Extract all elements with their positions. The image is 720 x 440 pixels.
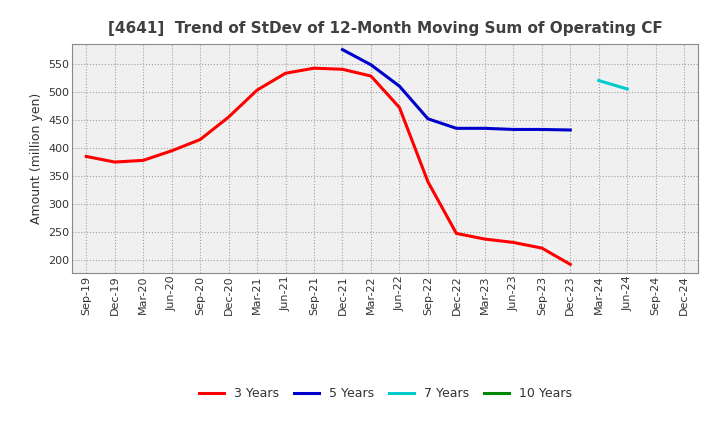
5 Years (452, 126, 461, 131)
Line: 3 Years: 3 Years (86, 68, 570, 264)
5 Years (480, 126, 489, 131)
7 Years (623, 86, 631, 92)
5 Years (537, 127, 546, 132)
7 Years (595, 78, 603, 83)
3 Years (110, 159, 119, 165)
3 Years (167, 148, 176, 154)
5 Years (366, 62, 375, 67)
Line: 7 Years: 7 Years (599, 81, 627, 89)
3 Years (310, 66, 318, 71)
5 Years (423, 116, 432, 121)
Legend: 3 Years, 5 Years, 7 Years, 10 Years: 3 Years, 5 Years, 7 Years, 10 Years (194, 382, 577, 405)
3 Years (82, 154, 91, 159)
3 Years (225, 114, 233, 120)
3 Years (452, 231, 461, 236)
3 Years (395, 105, 404, 110)
3 Years (509, 240, 518, 245)
5 Years (509, 127, 518, 132)
5 Years (338, 47, 347, 52)
3 Years (423, 179, 432, 184)
Y-axis label: Amount (million yen): Amount (million yen) (30, 93, 42, 224)
3 Years (282, 70, 290, 76)
3 Years (139, 158, 148, 163)
3 Years (566, 262, 575, 267)
3 Years (338, 66, 347, 72)
3 Years (366, 73, 375, 79)
Title: [4641]  Trend of StDev of 12-Month Moving Sum of Operating CF: [4641] Trend of StDev of 12-Month Moving… (108, 21, 662, 36)
3 Years (253, 88, 261, 93)
5 Years (395, 84, 404, 89)
3 Years (537, 246, 546, 251)
3 Years (196, 137, 204, 142)
3 Years (480, 236, 489, 242)
5 Years (566, 127, 575, 132)
Line: 5 Years: 5 Years (343, 50, 570, 130)
